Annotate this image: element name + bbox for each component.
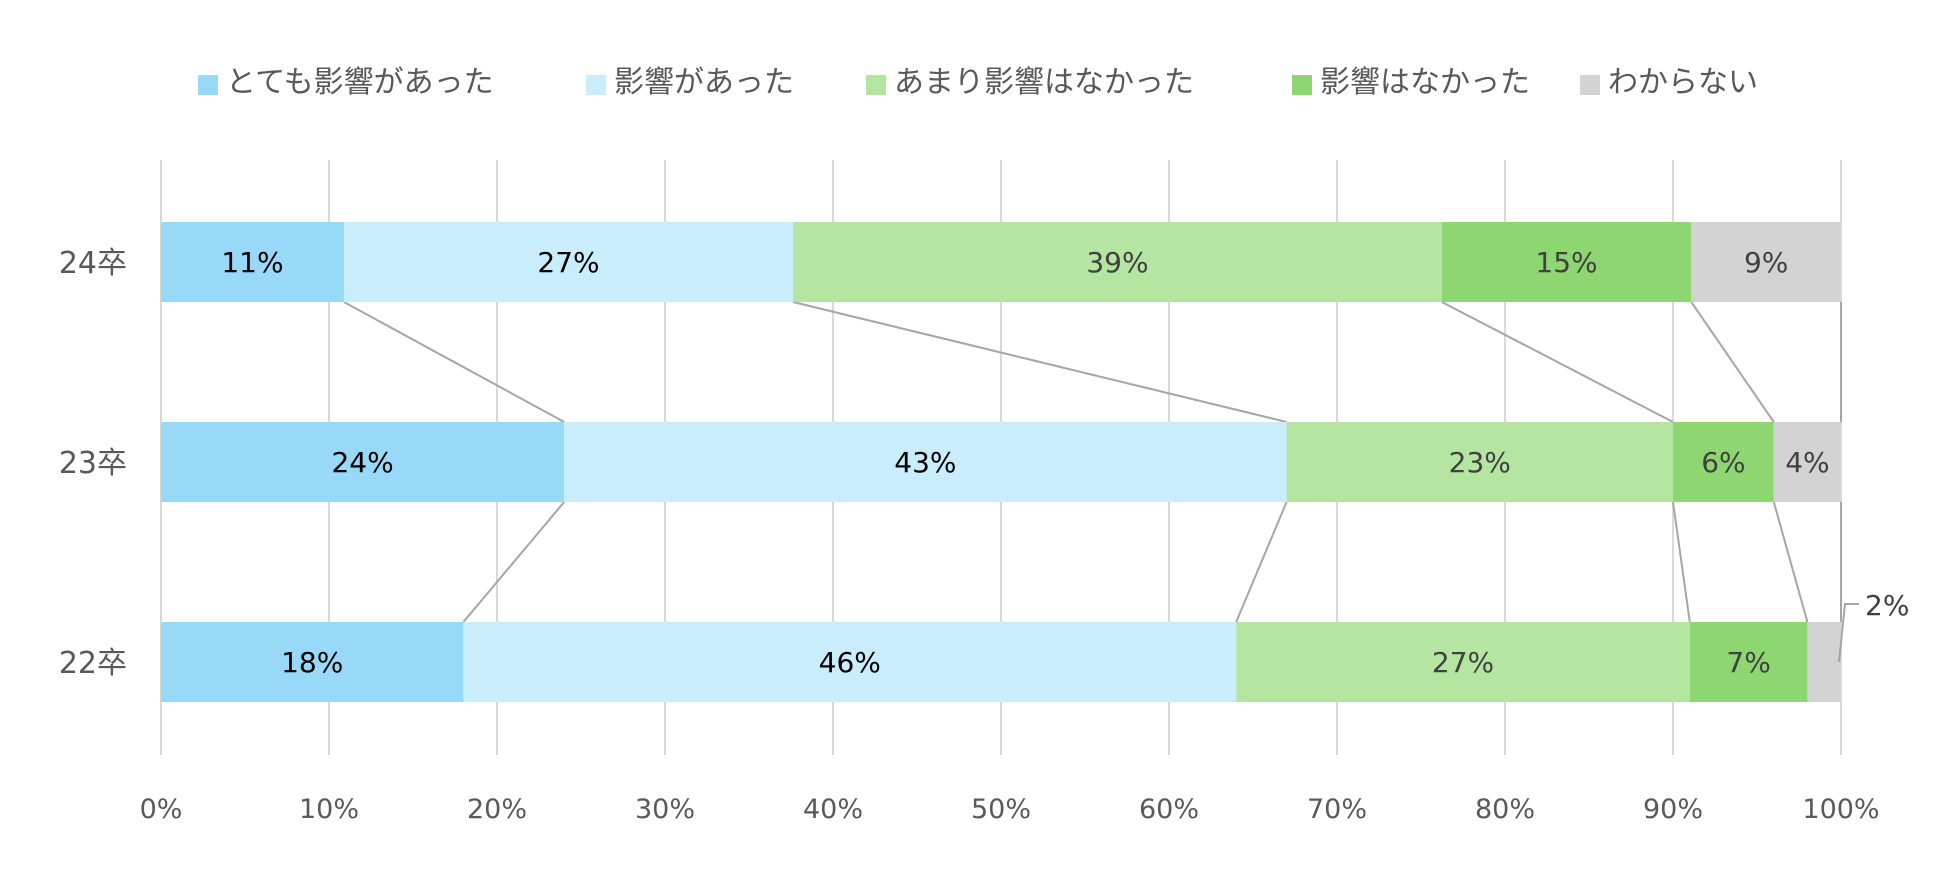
data-label: 46% xyxy=(819,646,881,679)
bar-segment xyxy=(161,622,464,702)
x-tick-label: 10% xyxy=(299,794,359,825)
data-label: 27% xyxy=(1432,646,1494,679)
data-label: 6% xyxy=(1701,446,1745,479)
data-label: 18% xyxy=(281,646,343,679)
x-tick-label: 0% xyxy=(140,794,183,825)
x-tick-label: 70% xyxy=(1307,794,1367,825)
x-tick-label: 80% xyxy=(1475,794,1535,825)
data-label: 7% xyxy=(1726,646,1770,679)
legend-label: わからない xyxy=(1608,65,1758,100)
series-line xyxy=(1772,501,1809,623)
bar-segment xyxy=(161,422,565,502)
x-tick-label: 50% xyxy=(971,794,1031,825)
bar-segment xyxy=(1286,422,1673,502)
legend: とても影響があった 影響があった あまり影響はなかった 影響はなかった わからない xyxy=(198,65,1758,100)
series-line xyxy=(792,301,1287,423)
category-label: 22卒 xyxy=(59,646,127,681)
legend-label: とても影響があった xyxy=(226,65,494,100)
data-label: 4% xyxy=(1785,446,1829,479)
legend-swatch xyxy=(586,75,606,95)
bar-segment xyxy=(1689,622,1808,702)
legend-label: 影響があった xyxy=(614,65,794,100)
data-label: 24% xyxy=(331,446,393,479)
bar-segment xyxy=(1673,422,1774,502)
legend-swatch xyxy=(198,75,218,95)
x-tick-label: 60% xyxy=(1139,794,1199,825)
bar-segment xyxy=(343,222,794,302)
bar-segment xyxy=(463,622,1237,702)
x-tick-label: 20% xyxy=(467,794,527,825)
bar-segment xyxy=(564,422,1287,502)
series-line xyxy=(1441,301,1674,423)
data-label: 27% xyxy=(537,246,599,279)
data-label: 39% xyxy=(1086,246,1148,279)
legend-label: あまり影響はなかった xyxy=(894,65,1194,100)
category-label: 24卒 xyxy=(59,246,127,281)
series-line xyxy=(1235,501,1288,623)
bar-segment xyxy=(793,222,1442,302)
category-axis: 24卒 23卒 22卒 xyxy=(59,246,127,681)
bar-segment xyxy=(1807,622,1841,702)
series-line xyxy=(1690,301,1775,423)
bar-segment xyxy=(1441,222,1692,302)
data-labels: 11% 27% 39% 15% 9% 24% 43% 23% 6% 4% 18% 46% 27% 7% 2% xyxy=(221,246,1909,679)
x-tick-label: 90% xyxy=(1643,794,1703,825)
series-line xyxy=(462,501,565,623)
category-label: 23卒 xyxy=(59,446,127,481)
data-label: 43% xyxy=(894,446,956,479)
series-line xyxy=(1672,501,1691,623)
x-tick-label: 30% xyxy=(635,794,695,825)
x-axis-ticks: 0% 10% 20% 30% 40% 50% 60% 70% 80% 90% 100% xyxy=(140,794,1880,825)
data-label: 2% xyxy=(1865,589,1909,622)
callout-line xyxy=(1838,603,1859,663)
bar-segment xyxy=(161,222,344,302)
bar-segment xyxy=(1773,422,1841,502)
legend-swatch xyxy=(1292,75,1312,95)
legend-swatch xyxy=(1580,75,1600,95)
x-tick-label: 40% xyxy=(803,794,863,825)
bar-segment xyxy=(1691,222,1841,302)
bars xyxy=(161,222,1841,702)
x-tick-label: 100% xyxy=(1802,794,1879,825)
data-label: 11% xyxy=(221,246,283,279)
series-connector-lines xyxy=(343,301,1842,623)
data-label: 23% xyxy=(1449,446,1511,479)
legend-swatch xyxy=(866,75,886,95)
series-line xyxy=(343,301,565,423)
data-label: 15% xyxy=(1535,246,1597,279)
data-label: 9% xyxy=(1744,246,1788,279)
bar-segment xyxy=(1236,622,1690,702)
legend-label: 影響はなかった xyxy=(1320,65,1530,100)
